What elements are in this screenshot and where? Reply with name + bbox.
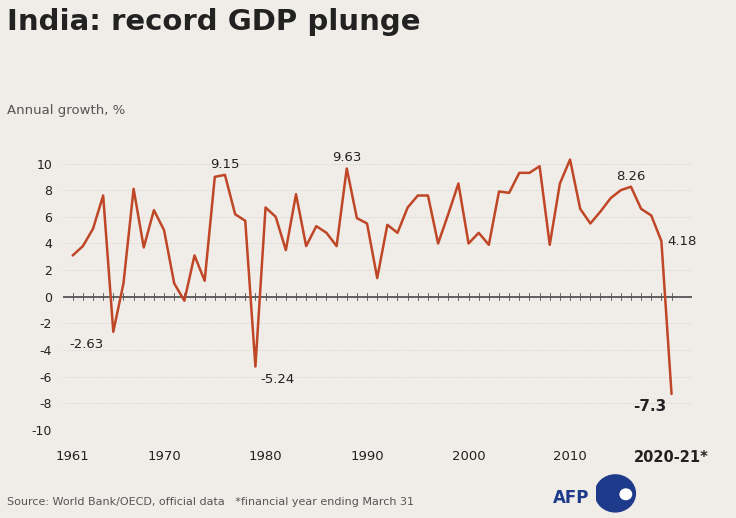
Text: -2.63: -2.63	[69, 338, 103, 351]
Text: 1980: 1980	[249, 450, 283, 463]
Text: 1961: 1961	[56, 450, 90, 463]
Text: 4.18: 4.18	[668, 235, 697, 248]
Text: 1990: 1990	[350, 450, 384, 463]
Text: 9.15: 9.15	[210, 158, 240, 171]
Text: Annual growth, %: Annual growth, %	[7, 104, 126, 117]
Text: 9.63: 9.63	[332, 151, 361, 165]
Text: 2000: 2000	[452, 450, 485, 463]
Text: 2010: 2010	[553, 450, 587, 463]
Text: Source: World Bank/OECD, official data   *financial year ending March 31: Source: World Bank/OECD, official data *…	[7, 497, 414, 507]
Circle shape	[595, 475, 635, 512]
Text: 2020-21*: 2020-21*	[634, 450, 709, 465]
Text: AFP: AFP	[553, 490, 589, 507]
Circle shape	[620, 489, 631, 499]
Text: 8.26: 8.26	[616, 170, 645, 183]
Text: 1970: 1970	[147, 450, 181, 463]
Text: -5.24: -5.24	[261, 373, 294, 386]
Text: India: record GDP plunge: India: record GDP plunge	[7, 8, 421, 36]
Text: -7.3: -7.3	[633, 399, 667, 414]
